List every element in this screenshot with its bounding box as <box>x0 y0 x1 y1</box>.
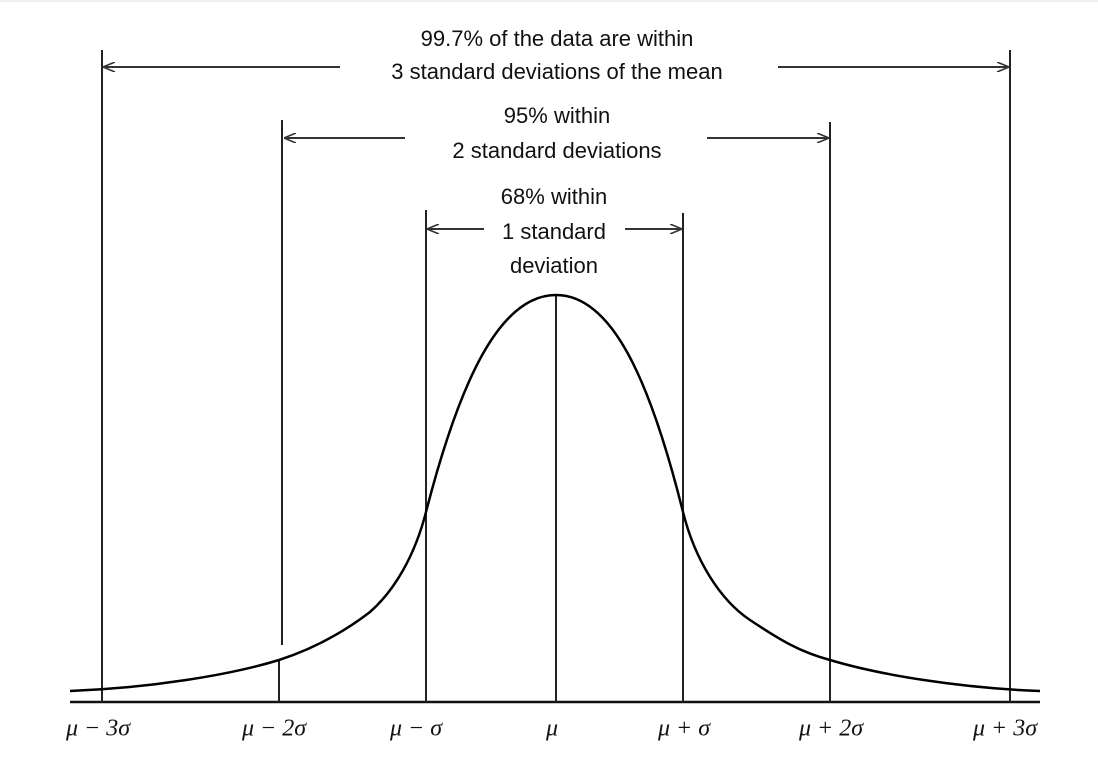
annotation-text: 1 standard <box>502 219 606 244</box>
axis-label: μ − σ <box>389 716 443 742</box>
annotation-text: 3 standard deviations of the mean <box>391 59 722 84</box>
axis-label: μ − 3σ <box>65 716 131 742</box>
annotation-text: deviation <box>510 253 598 278</box>
axis-label: μ − 2σ <box>241 716 307 742</box>
annotation-text: 99.7% of the data are within <box>421 26 694 51</box>
annotation-text: 68% within <box>501 184 607 209</box>
axis-label: μ + 2σ <box>798 716 864 742</box>
axis-label: μ + σ <box>657 716 711 742</box>
annotation-text: 2 standard deviations <box>452 138 661 163</box>
axis-label: μ <box>545 716 558 742</box>
normal-curve <box>69 293 1041 693</box>
annotation-text: 95% within <box>504 103 610 128</box>
axis-label: μ + 3σ <box>972 716 1038 742</box>
